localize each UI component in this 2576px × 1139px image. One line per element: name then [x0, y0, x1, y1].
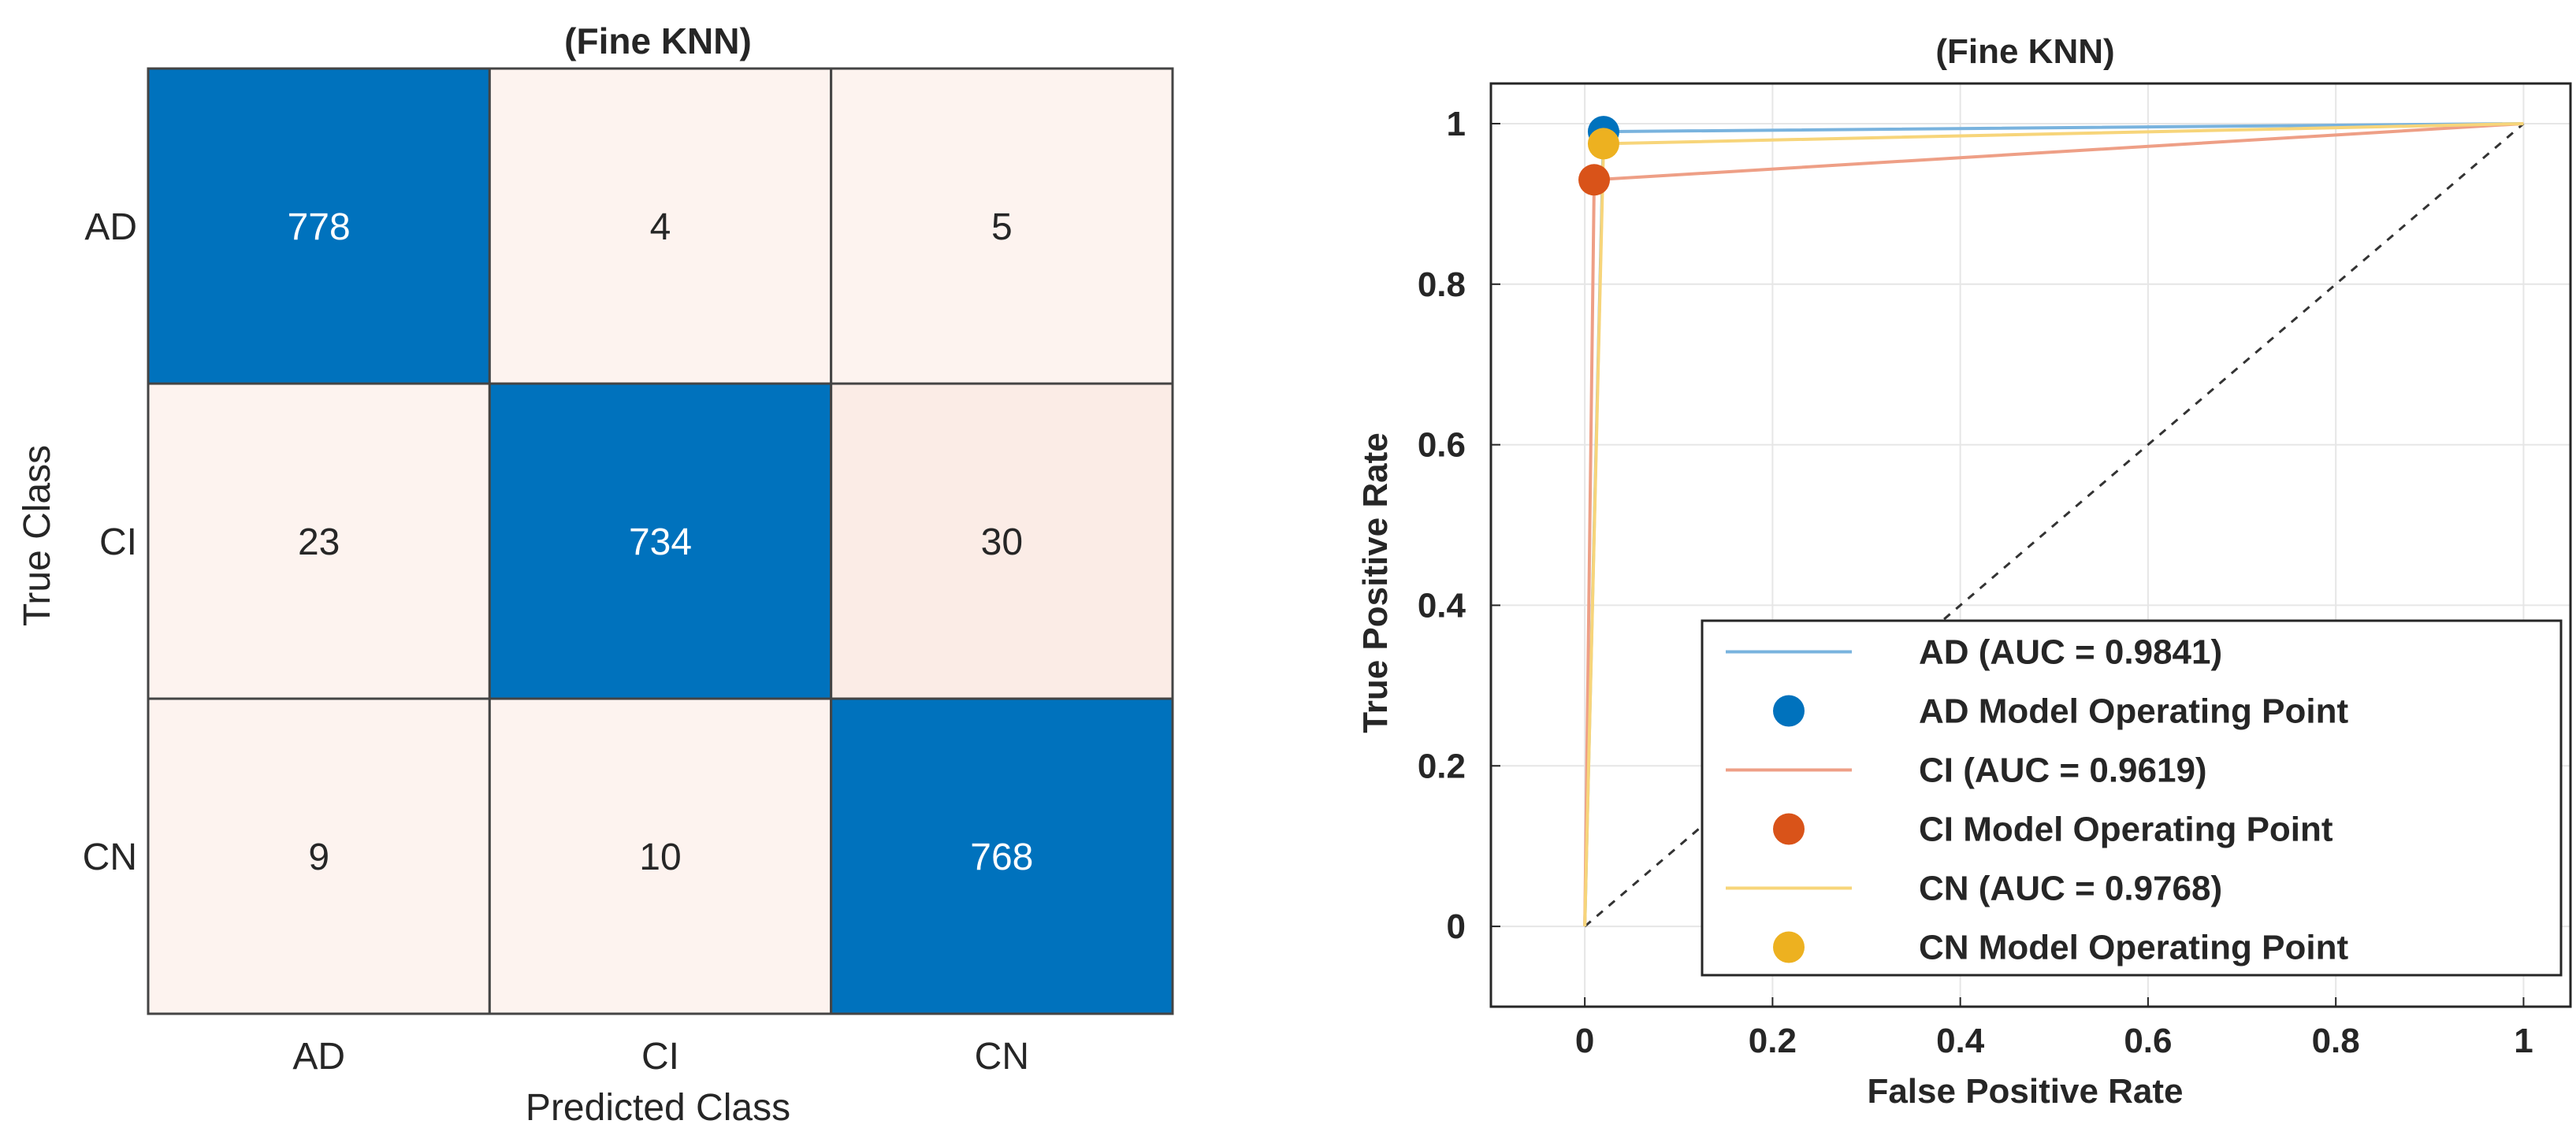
cm-cell-value: 768 — [970, 837, 1033, 878]
roc-legend — [1701, 619, 2563, 977]
cm-cell-ad-ad — [147, 67, 491, 385]
roc-xtick-label: 0 — [1575, 1022, 1594, 1060]
roc-operating-point-ci — [1578, 164, 1611, 196]
roc-xtick-label: 0.2 — [1749, 1022, 1797, 1060]
roc-ytick-label: 0.4 — [1418, 586, 1466, 625]
legend-label: AD Model Operating Point — [1919, 692, 2348, 731]
cm-cell-value: 30 — [981, 521, 1023, 563]
roc-ytick-label: 0 — [1447, 907, 1466, 946]
cm-cell-ad-ci — [488, 67, 833, 385]
roc-chart: (Fine KNN) 0 0 0.2 0.2 0.4 0.4 0.6 0.6 0.8 0.8 1 1 A… — [1356, 32, 2572, 1111]
cm-cell-cn-ad — [147, 697, 491, 1015]
legend-label: CI Model Operating Point — [1919, 811, 2333, 849]
legend-label: AD (AUC = 0.9841) — [1919, 633, 2222, 672]
roc-xlabel: False Positive Rate — [1867, 1072, 2183, 1111]
roc-xtick-label: 0.4 — [1936, 1022, 1985, 1060]
cm-row-label: CI — [99, 521, 137, 563]
cm-cell-value: 9 — [308, 837, 329, 878]
roc-axes-box — [1489, 82, 2572, 1008]
legend-label: CI (AUC = 0.9619) — [1919, 751, 2207, 790]
roc-xtick-label: 0.6 — [2124, 1022, 2172, 1060]
roc-ytick-label: 0.8 — [1418, 265, 1466, 304]
cm-cell-ci-ci — [488, 382, 833, 700]
cm-cell-cn-ci — [488, 697, 833, 1015]
cm-cell-ci-ad — [147, 382, 491, 700]
roc-ytick-label: 0.2 — [1418, 747, 1466, 785]
cm-title: (Fine KNN) — [564, 20, 752, 61]
cm-cell-cn-cn — [830, 697, 1174, 1015]
roc-xtick-label: 1 — [2514, 1022, 2533, 1060]
cm-cell-ad-cn — [830, 67, 1174, 385]
legend-marker-swatch — [1773, 695, 1805, 727]
roc-ylabel: True Positive Rate — [1356, 432, 1395, 733]
roc-xtick-label: 0.8 — [2312, 1022, 2360, 1060]
cm-cell-value: 778 — [288, 206, 351, 248]
cm-cell-value: 4 — [650, 206, 671, 248]
cm-cell-value: 5 — [991, 206, 1013, 248]
cm-cell-value: 10 — [639, 837, 681, 878]
roc-ytick-label: 0.6 — [1418, 426, 1466, 465]
legend-marker-swatch — [1773, 931, 1805, 963]
roc-plot-area: 0 0 0.2 0.2 0.4 0.4 0.6 0.6 0.8 0.8 1 1 AD (AUC = 0.… — [1418, 82, 2572, 1060]
cm-ylabel: True Class — [17, 445, 58, 626]
cm-xlabel: Predicted Class — [526, 1087, 790, 1129]
cm-col-label: CN — [975, 1036, 1029, 1078]
cm-col-label: AD — [292, 1036, 345, 1078]
cm-col-label: CI — [641, 1036, 679, 1078]
cm-cell-value: 734 — [629, 521, 692, 563]
cm-row-label: AD — [84, 206, 137, 248]
cm-cell-ci-cn — [830, 382, 1174, 700]
legend-marker-swatch — [1773, 813, 1805, 845]
legend-label: CN (AUC = 0.9768) — [1919, 870, 2222, 908]
roc-ytick-label: 1 — [1447, 105, 1466, 143]
roc-title: (Fine KNN) — [1935, 32, 2114, 71]
cm-cells: 778 4 5 23 734 30 9 10 768 AD CI CN AD CI CN — [83, 67, 1174, 1078]
roc-operating-point-cn — [1587, 128, 1619, 160]
cm-cell-value: 23 — [298, 521, 340, 563]
cm-row-label: CN — [83, 837, 137, 878]
confusion-matrix-chart: (Fine KNN) 778 4 5 23 734 30 9 10 768 AD CI CN AD CI C… — [17, 20, 1174, 1129]
legend-label: CN Model Operating Point — [1919, 929, 2348, 967]
